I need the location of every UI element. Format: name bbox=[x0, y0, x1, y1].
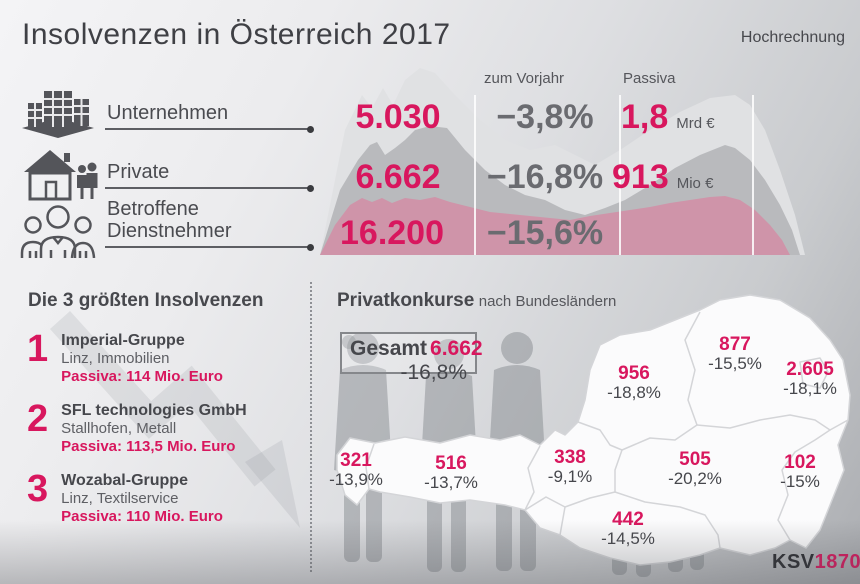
trend-arrow-watermark bbox=[49, 310, 300, 528]
state-borders bbox=[365, 311, 849, 549]
state-pct: -15% bbox=[780, 472, 820, 491]
projection-note: Hochrechnung bbox=[740, 29, 845, 46]
gesamt-label: Gesamt bbox=[350, 337, 428, 360]
stat-label-dienstnehmer: Betroffene Dienstnehmer bbox=[107, 198, 232, 242]
stat-value-private: 6.662 bbox=[355, 158, 441, 196]
stat-vorjahr-unternehmen: −3,8% bbox=[496, 98, 594, 136]
company-detail: Linz, Immobilien bbox=[61, 350, 170, 367]
map-section-header: Privatkonkurse nach Bundesländern bbox=[337, 290, 616, 312]
passiva-value: 913 bbox=[612, 158, 669, 196]
state-pct: -9,1% bbox=[547, 467, 593, 486]
connector-line bbox=[105, 126, 314, 133]
stat-label-unternehmen: Unternehmen bbox=[107, 102, 229, 124]
company-passiva: Passiva: 114 Mio. Euro bbox=[61, 368, 223, 385]
connector-dot bbox=[307, 244, 314, 251]
company-detail: Stallhofen, Metall bbox=[61, 420, 177, 437]
stat-vorjahr-dienstnehmer: −15,6% bbox=[486, 214, 604, 252]
company-detail: Linz, Textilservice bbox=[61, 490, 179, 507]
passiva-unit: Mrd € bbox=[676, 115, 715, 132]
map-label-vorarlberg: 321 -13,9% bbox=[329, 451, 383, 489]
mountain-area-chart bbox=[320, 68, 805, 255]
company-name: Wozabal-Gruppe bbox=[61, 472, 188, 489]
state-pct: -18,1% bbox=[783, 379, 837, 398]
map-label-kaernten: 442 -14,5% bbox=[601, 510, 655, 548]
top3-title: Die 3 größten Insolvenzen bbox=[28, 290, 264, 311]
employees-icon bbox=[20, 205, 96, 258]
state-value: 516 bbox=[435, 453, 467, 474]
column-header-passiva: Passiva bbox=[623, 70, 676, 87]
map-title: Privatkonkurse bbox=[337, 290, 475, 311]
map-subtitle: nach Bundesländern bbox=[478, 293, 617, 310]
state-pct: -13,7% bbox=[424, 473, 478, 492]
passiva-unit: Mio € bbox=[676, 175, 714, 192]
map-label-oberoesterreich: 956 -18,8% bbox=[607, 364, 661, 402]
state-value: 321 bbox=[340, 450, 372, 471]
passiva-value: 1,8 bbox=[621, 98, 669, 136]
stat-label-line2: Dienstnehmer bbox=[107, 220, 232, 242]
company-name: Imperial-Gruppe bbox=[61, 332, 185, 349]
building-icon bbox=[22, 91, 94, 138]
logo-text-accent: 1870 bbox=[814, 551, 860, 573]
rank-number: 2 bbox=[27, 398, 49, 440]
top3-item-2: 2 SFL technologies GmbH Stallhofen, Meta… bbox=[27, 398, 247, 456]
page-title: Insolvenzen in Österreich 2017 bbox=[22, 18, 451, 51]
map-label-niederoesterreich: 877 -15,5% bbox=[708, 335, 762, 373]
state-value: 956 bbox=[618, 363, 650, 384]
state-value: 877 bbox=[719, 334, 751, 355]
state-value: 102 bbox=[784, 452, 816, 473]
connector-dot bbox=[307, 185, 314, 192]
company-passiva: Passiva: 113,5 Mio. Euro bbox=[61, 438, 236, 455]
state-pct: -18,8% bbox=[607, 383, 661, 402]
austria-map bbox=[336, 294, 851, 566]
stat-value-unternehmen: 5.030 bbox=[355, 98, 441, 136]
stat-vorjahr-private: −16,8% bbox=[486, 158, 604, 196]
column-header-vorjahr: zum Vorjahr bbox=[484, 70, 565, 87]
rank-number: 1 bbox=[27, 328, 49, 370]
section-divider bbox=[310, 282, 312, 572]
stat-passiva-unternehmen: 1,8 Mrd € bbox=[621, 98, 715, 137]
gesamt-box: Gesamt 6.662 -16,8% bbox=[340, 332, 483, 384]
rank-number: 3 bbox=[27, 468, 49, 510]
stat-label-line1: Betroffene bbox=[107, 198, 199, 220]
stat-label-private: Private bbox=[107, 161, 170, 183]
ksv1870-logo: KSV1870 bbox=[772, 551, 860, 574]
state-pct: -13,9% bbox=[329, 470, 383, 489]
stat-passiva-private: 913 Mio € bbox=[612, 158, 713, 197]
state-value: 505 bbox=[679, 449, 711, 470]
gesamt-value: 6.662 bbox=[430, 337, 483, 360]
gesamt-pct: -16,8% bbox=[400, 361, 467, 384]
connector-dot bbox=[307, 126, 314, 133]
state-value: 2.605 bbox=[786, 359, 834, 380]
map-label-wien: 2.605 -18,1% bbox=[783, 360, 837, 398]
map-label-steiermark: 505 -20,2% bbox=[668, 450, 722, 488]
company-passiva: Passiva: 110 Mio. Euro bbox=[61, 508, 223, 525]
state-pct: -15,5% bbox=[708, 354, 762, 373]
state-pct: -20,2% bbox=[668, 469, 722, 488]
stat-value-dienstnehmer: 16.200 bbox=[340, 214, 444, 252]
connector-line bbox=[105, 244, 314, 251]
top3-item-1: 1 Imperial-Gruppe Linz, Immobilien Passi… bbox=[27, 328, 223, 386]
state-value: 338 bbox=[554, 447, 586, 468]
connector-line bbox=[105, 185, 314, 192]
state-pct: -14,5% bbox=[601, 529, 655, 548]
map-label-burgenland: 102 -15% bbox=[780, 453, 820, 491]
house-icon bbox=[24, 150, 98, 201]
state-value: 442 bbox=[612, 509, 644, 530]
logo-text-dark: KSV bbox=[772, 551, 815, 573]
map-label-tirol: 516 -13,7% bbox=[424, 454, 478, 492]
austria-outline bbox=[336, 294, 851, 566]
top3-item-3: 3 Wozabal-Gruppe Linz, Textilservice Pas… bbox=[27, 468, 223, 526]
map-label-salzburg: 338 -9,1% bbox=[548, 448, 592, 486]
company-name: SFL technologies GmbH bbox=[61, 402, 247, 419]
